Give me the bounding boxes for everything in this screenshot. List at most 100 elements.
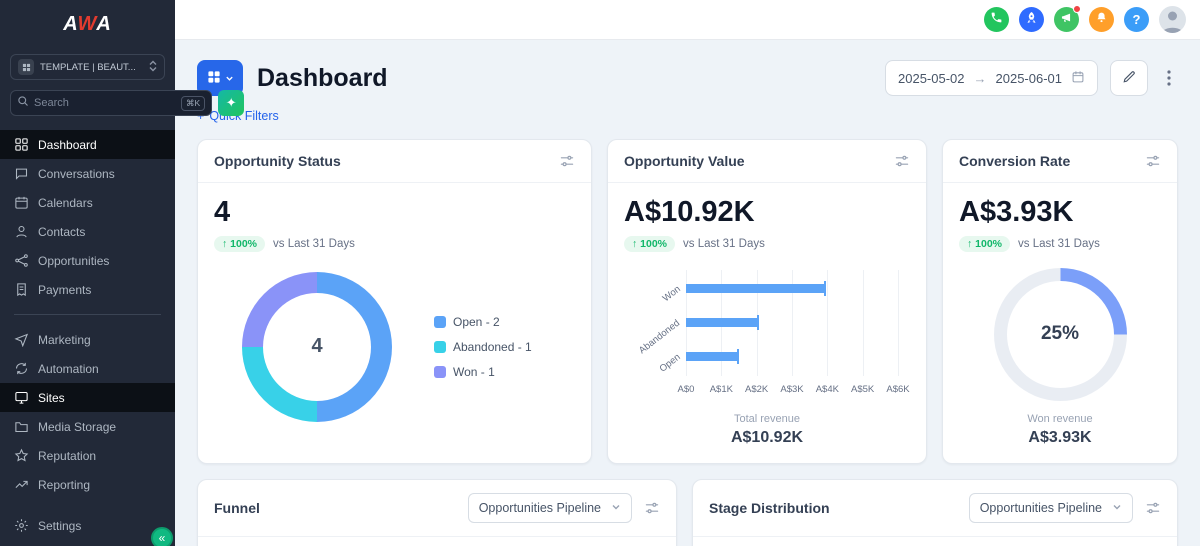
status-legend: Open - 2 Abandoned - 1 Won - 1 [434,315,532,379]
chevron-down-icon [611,501,621,515]
question-icon: ? [1132,12,1141,27]
opportunity-value-card: Opportunity Value A$10.92K ↑ 100% vs Las… [607,139,927,464]
select-value: Opportunities Pipeline [979,501,1102,515]
sidebar-item-label: Settings [38,518,82,533]
plus-icon: + [197,109,205,123]
delta-badge: ↑ 100% [624,235,676,252]
star-icon [14,448,29,463]
select-value: Opportunities Pipeline [478,501,601,515]
sidebar-item-calendars[interactable]: Calendars [0,188,175,217]
page-title: Dashboard [257,63,388,92]
sidebar-item-reporting[interactable]: Reporting [0,470,175,499]
stage-pipeline-select[interactable]: Opportunities Pipeline [968,493,1133,523]
topbar: ? [175,0,1200,40]
person-icon [1162,11,1183,33]
status-kpi-value: 4 [214,196,231,228]
sidebar-item-contacts[interactable]: Contacts [0,217,175,246]
sidebar-item-settings[interactable]: Settings [0,511,175,540]
account-switcher-label: TEMPLATE | BEAUT... [40,61,136,73]
avatar[interactable] [1159,6,1186,33]
card-title: Conversion Rate [959,153,1071,169]
sidebar-item-opportunities[interactable]: Opportunities [0,246,175,275]
more-options-button[interactable] [1160,70,1178,86]
sidebar-item-label: Automation [38,361,99,376]
value-kpi-value: A$10.92K [624,196,755,228]
sidebar: AWA TEMPLATE | BEAUT... ⌘K ✦ [0,0,245,546]
gauge-center-label: 25% [1040,323,1080,345]
legend-item: Won - 1 [434,365,532,379]
grid-icon [207,70,221,87]
sidebar-item-dashboard[interactable]: Dashboard [0,130,175,159]
ai-assistant-button[interactable]: ✦ [218,90,245,116]
sidebar-item-marketing[interactable]: Marketing [0,325,175,354]
nav-divider [14,314,161,315]
sidebar-item-label: Reporting [38,477,91,492]
sidebar-nav: Dashboard Conversations Calendars Contac… [0,130,175,499]
quick-filters-link[interactable]: + Quick Filters [197,109,1178,123]
search-shortcut-badge: ⌘K [181,95,206,111]
sidebar-item-automation[interactable]: Automation [0,354,175,383]
help-button[interactable]: ? [1124,7,1149,32]
edit-dashboard-button[interactable] [1110,60,1148,96]
search-row: ⌘K ✦ [10,90,245,116]
phone-button[interactable] [984,7,1009,32]
sparkle-icon: ✦ [225,95,237,110]
send-icon [14,332,29,347]
notification-dot [1073,5,1081,13]
value-bar-chart: A$0 A$1K A$2K A$3K A$4K A$5K A$6K Won Abandoned O… [637,269,910,395]
search-input[interactable] [34,97,176,109]
phone-icon [990,11,1003,29]
launchpad-button[interactable] [1019,7,1044,32]
sidebar-item-label: Contacts [38,224,86,239]
sidebar-item-reputation[interactable]: Reputation [0,441,175,470]
logo-row: AWA [0,0,175,48]
card-filter-button[interactable] [1145,153,1161,169]
card-filter-button[interactable] [559,153,575,169]
main-content: Dashboard 2025-05-02 → 2025-06-01 + Qui [175,40,1200,546]
megaphone-icon [1060,11,1073,29]
page-header: Dashboard 2025-05-02 → 2025-06-01 [197,60,1178,96]
funnel-card: Funnel Opportunities Pipeline [197,479,677,546]
sidebar-item-sites[interactable]: Sites [0,383,175,412]
arrow-right-icon: → [973,70,987,86]
sidebar-item-label: Opportunities [38,253,110,268]
total-revenue-label: Total revenue [733,413,801,425]
sidebar-item-label: Payments [38,282,92,297]
contact-icon [14,224,29,239]
card-filter-button[interactable] [894,153,910,169]
date-from[interactable]: 2025-05-02 [898,70,965,86]
sidebar-item-label: Calendars [38,195,93,210]
sidebar-item-media-storage[interactable]: Media Storage [0,412,175,441]
date-range-picker[interactable]: 2025-05-02 → 2025-06-01 [885,60,1098,96]
pencil-icon [1122,69,1137,87]
receipt-icon [14,282,29,297]
conversion-gauge-chart: 25% [993,267,1127,401]
date-to[interactable]: 2025-06-01 [995,70,1063,86]
sidebar-item-payments[interactable]: Payments [0,275,175,304]
search-box[interactable]: ⌘K [10,90,213,116]
grid-icon [14,137,29,152]
card-filter-button[interactable] [644,500,660,516]
won-revenue-label: Won revenue [1027,413,1093,425]
account-icon [18,59,34,75]
sidebar-collapse-button[interactable]: « [151,527,173,546]
card-filter-button[interactable] [1145,500,1161,516]
delta-caption: vs Last 31 Days [683,237,765,250]
brand-logo: AWA [63,12,112,35]
loop-icon [14,361,29,376]
announcements-button[interactable] [1054,5,1081,32]
kebab-icon [1167,70,1171,86]
delta-caption: vs Last 31 Days [1018,237,1100,250]
delta-caption: vs Last 31 Days [273,237,355,250]
card-title: Opportunity Value [624,153,745,169]
sidebar-item-conversations[interactable]: Conversations [0,159,175,188]
folder-icon [14,419,29,434]
funnel-pipeline-select[interactable]: Opportunities Pipeline [467,493,632,523]
network-icon [14,253,29,268]
account-switcher[interactable]: TEMPLATE | BEAUT... [10,54,165,80]
legend-item: Abandoned - 1 [434,340,532,354]
trend-icon [14,477,29,492]
donut-center-label: 4 [311,335,323,358]
notifications-button[interactable] [1089,7,1114,32]
stage-distribution-card: Stage Distribution Opportunities Pipelin… [692,479,1178,546]
